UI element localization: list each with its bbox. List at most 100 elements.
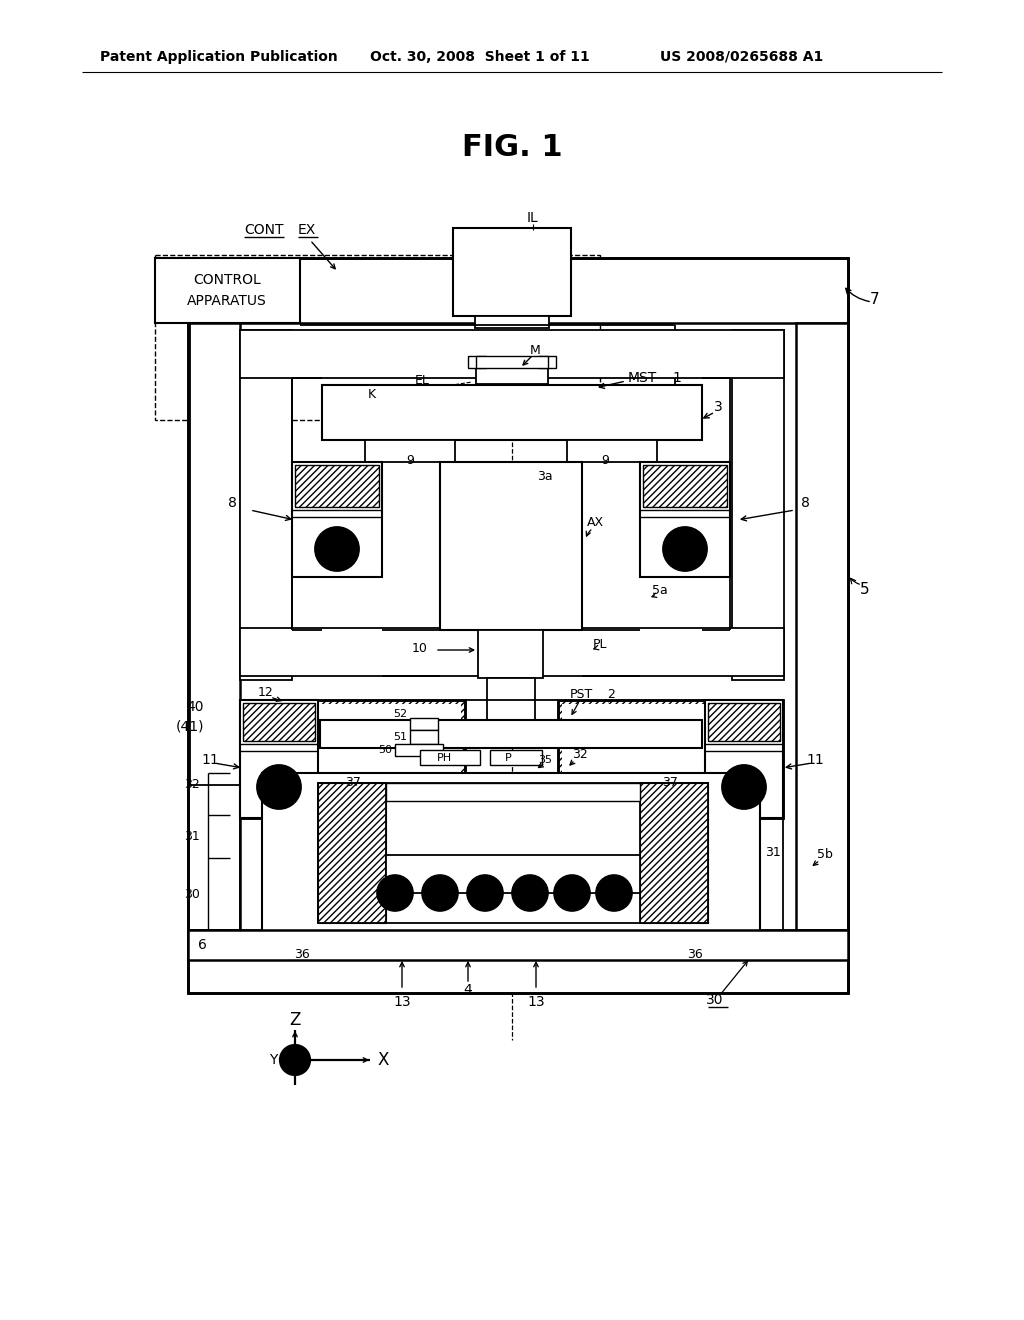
Text: IL: IL xyxy=(527,211,539,224)
Text: 11: 11 xyxy=(806,752,824,767)
Bar xyxy=(240,700,318,818)
Bar xyxy=(705,700,783,818)
Text: 8: 8 xyxy=(227,496,237,510)
Circle shape xyxy=(512,875,548,911)
Bar xyxy=(468,356,486,368)
Bar xyxy=(295,465,379,507)
Bar xyxy=(155,255,600,420)
Text: 5: 5 xyxy=(860,582,869,598)
Bar xyxy=(410,730,438,744)
Bar xyxy=(365,440,455,462)
Text: 30: 30 xyxy=(707,993,724,1007)
Bar xyxy=(240,628,784,676)
Circle shape xyxy=(663,527,707,572)
Bar xyxy=(453,228,571,315)
Bar xyxy=(558,700,783,818)
Bar xyxy=(643,465,727,507)
Text: Oct. 30, 2008  Sheet 1 of 11: Oct. 30, 2008 Sheet 1 of 11 xyxy=(370,50,590,63)
Bar xyxy=(475,315,549,327)
Text: PH: PH xyxy=(436,752,452,763)
Text: 37: 37 xyxy=(345,776,360,789)
Text: 30: 30 xyxy=(184,888,200,902)
Text: 6: 6 xyxy=(198,939,207,952)
Text: M: M xyxy=(529,345,541,358)
Bar xyxy=(476,356,548,368)
Bar xyxy=(410,718,438,730)
Circle shape xyxy=(731,774,757,800)
Text: 11: 11 xyxy=(201,752,219,767)
Circle shape xyxy=(554,875,590,911)
Circle shape xyxy=(257,766,301,809)
Text: Z: Z xyxy=(290,1011,301,1030)
Text: Patent Application Publication: Patent Application Publication xyxy=(100,50,338,63)
Bar xyxy=(395,744,443,756)
Circle shape xyxy=(596,875,632,911)
Text: EX: EX xyxy=(298,223,316,238)
Circle shape xyxy=(672,536,698,562)
Text: 36: 36 xyxy=(687,949,702,961)
Circle shape xyxy=(280,1045,310,1074)
Bar xyxy=(708,704,780,741)
Bar xyxy=(478,630,543,678)
Circle shape xyxy=(377,875,413,911)
Bar xyxy=(558,700,783,818)
Text: 3a: 3a xyxy=(538,470,553,483)
Bar xyxy=(240,700,465,818)
Text: 32: 32 xyxy=(184,779,200,792)
Text: 4: 4 xyxy=(464,983,472,997)
Bar xyxy=(643,465,727,507)
Text: MST: MST xyxy=(628,371,657,385)
Text: EL: EL xyxy=(415,375,429,388)
Bar xyxy=(243,704,315,741)
Text: Y: Y xyxy=(268,1053,278,1067)
Text: 12: 12 xyxy=(258,686,273,700)
Bar xyxy=(188,323,240,931)
Bar xyxy=(322,385,702,440)
Text: P: P xyxy=(505,752,511,763)
Text: (41): (41) xyxy=(175,719,204,733)
Bar xyxy=(292,462,382,577)
Text: 51: 51 xyxy=(393,733,407,742)
Circle shape xyxy=(324,536,350,562)
Text: 52: 52 xyxy=(393,709,407,719)
Text: 13: 13 xyxy=(527,995,545,1008)
Text: 50: 50 xyxy=(378,744,392,755)
Text: 40: 40 xyxy=(186,700,204,714)
Bar xyxy=(188,257,848,993)
Text: K: K xyxy=(368,388,376,400)
Text: 9: 9 xyxy=(601,454,609,466)
Text: 10: 10 xyxy=(412,642,428,655)
Text: PST: PST xyxy=(570,689,593,701)
Bar xyxy=(155,257,300,323)
Bar xyxy=(295,465,379,507)
Bar xyxy=(318,704,461,814)
Text: 37: 37 xyxy=(663,776,678,789)
Bar xyxy=(487,678,535,723)
Text: 8: 8 xyxy=(801,496,809,510)
Bar xyxy=(562,704,705,814)
Text: 9: 9 xyxy=(407,454,414,466)
Circle shape xyxy=(422,875,458,911)
Bar xyxy=(708,704,780,741)
Bar xyxy=(538,356,556,368)
Text: 31: 31 xyxy=(765,846,781,859)
Bar xyxy=(476,368,548,384)
Bar xyxy=(440,462,582,630)
Bar xyxy=(318,783,386,923)
Bar xyxy=(796,323,848,931)
Text: 36: 36 xyxy=(294,949,310,961)
Bar xyxy=(318,783,386,923)
Text: PL: PL xyxy=(593,639,607,652)
Circle shape xyxy=(266,774,292,800)
Text: 3: 3 xyxy=(714,400,722,414)
Text: 32: 32 xyxy=(572,748,588,762)
Text: 1: 1 xyxy=(672,371,681,385)
Bar xyxy=(567,440,657,462)
Bar xyxy=(640,462,730,577)
Bar xyxy=(188,257,848,323)
Text: APPARATUS: APPARATUS xyxy=(187,294,267,308)
Circle shape xyxy=(315,527,359,572)
Text: CONTROL: CONTROL xyxy=(194,273,261,286)
Circle shape xyxy=(467,875,503,911)
Bar xyxy=(240,700,465,818)
